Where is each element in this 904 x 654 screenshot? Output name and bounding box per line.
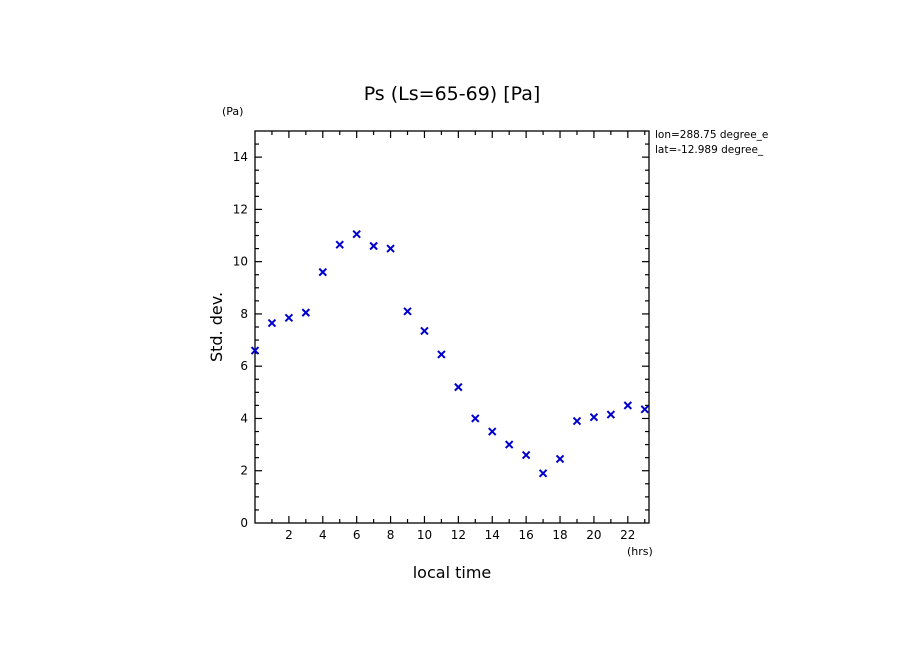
data-point bbox=[437, 350, 446, 359]
y-tick-label: 8 bbox=[240, 307, 248, 321]
data-point bbox=[454, 382, 463, 392]
data-point bbox=[403, 307, 412, 316]
data-point-stroke bbox=[623, 401, 633, 410]
data-point bbox=[386, 244, 395, 253]
axis-ticks bbox=[255, 131, 649, 523]
data-point bbox=[640, 405, 649, 414]
y-tick-label: 0 bbox=[240, 516, 248, 530]
data-point-stroke bbox=[640, 405, 649, 414]
data-point bbox=[335, 240, 344, 249]
data-point-stroke bbox=[589, 412, 599, 422]
data-point-stroke bbox=[369, 241, 378, 251]
x-tick-label: 20 bbox=[586, 528, 601, 542]
data-point bbox=[606, 410, 616, 419]
x-tick-label: 18 bbox=[552, 528, 567, 542]
data-point-stroke bbox=[521, 450, 531, 460]
data-point-stroke bbox=[471, 414, 480, 423]
x-tick-label: 6 bbox=[353, 528, 361, 542]
data-point-stroke bbox=[318, 267, 327, 277]
data-point-stroke bbox=[335, 240, 344, 249]
x-tick-label: 2 bbox=[285, 528, 293, 542]
x-tick-label: 14 bbox=[485, 528, 500, 542]
data-point bbox=[352, 230, 361, 239]
info-line-lon: lon=288.75 degree_e bbox=[655, 129, 768, 141]
data-point-stroke bbox=[437, 350, 446, 359]
data-point bbox=[521, 450, 531, 460]
data-point bbox=[504, 440, 514, 449]
data-point bbox=[471, 414, 480, 423]
x-tick-label: 12 bbox=[451, 528, 466, 542]
y-tick-label: 14 bbox=[233, 150, 248, 164]
data-point bbox=[488, 427, 497, 436]
x-tick-label: 10 bbox=[417, 528, 432, 542]
plot-frame bbox=[254, 130, 650, 524]
data-point bbox=[538, 469, 548, 478]
data-point-stroke bbox=[267, 318, 277, 328]
data-point bbox=[589, 412, 599, 422]
data-point bbox=[420, 326, 429, 336]
data-point-stroke bbox=[504, 440, 514, 449]
y-tick-label: 10 bbox=[233, 255, 248, 269]
tick-labels: 2 4 6 8 10 12 14 16 18 20 22 0 2 4 6 8 10 12 14 bbox=[233, 150, 636, 542]
data-point-stroke bbox=[572, 416, 582, 426]
data-point bbox=[623, 401, 633, 410]
data-point-stroke bbox=[403, 307, 412, 316]
y-axis-label: Std. dev. bbox=[207, 292, 226, 362]
x-tick-label: 8 bbox=[387, 528, 395, 542]
data-point bbox=[301, 308, 311, 317]
y-tick-label: 4 bbox=[240, 411, 248, 425]
y-tick-label: 12 bbox=[233, 202, 248, 216]
data-point-stroke bbox=[454, 382, 463, 392]
data-point bbox=[369, 241, 378, 251]
data-point-stroke bbox=[386, 244, 395, 253]
data-point bbox=[318, 267, 327, 277]
y-tick-label: 6 bbox=[240, 359, 248, 373]
data-points bbox=[250, 230, 649, 478]
data-point bbox=[250, 346, 260, 355]
y-unit-label: (Pa) bbox=[222, 105, 243, 118]
data-point-stroke bbox=[420, 326, 429, 336]
data-point bbox=[267, 318, 277, 328]
data-point-stroke bbox=[250, 346, 260, 355]
data-point-stroke bbox=[606, 410, 616, 419]
chart-title: Ps (Ls=65-69) [Pa] bbox=[364, 83, 541, 105]
y-tick-label: 2 bbox=[240, 464, 248, 478]
x-axis-label: local time bbox=[413, 563, 492, 582]
data-point-stroke bbox=[301, 308, 311, 317]
x-tick-label: 22 bbox=[620, 528, 635, 542]
data-point-stroke bbox=[538, 469, 548, 478]
data-point-stroke bbox=[284, 313, 294, 323]
x-tick-label: 4 bbox=[319, 528, 327, 542]
data-point-stroke bbox=[352, 230, 361, 239]
data-point bbox=[555, 454, 565, 464]
info-line-lat: lat=-12.989 degree_ bbox=[655, 144, 764, 156]
data-point-stroke bbox=[555, 454, 565, 464]
x-tick-label: 16 bbox=[518, 528, 533, 542]
data-point bbox=[572, 416, 582, 426]
x-unit-label: (hrs) bbox=[627, 545, 653, 558]
data-point-stroke bbox=[488, 427, 497, 436]
data-point bbox=[284, 313, 294, 323]
